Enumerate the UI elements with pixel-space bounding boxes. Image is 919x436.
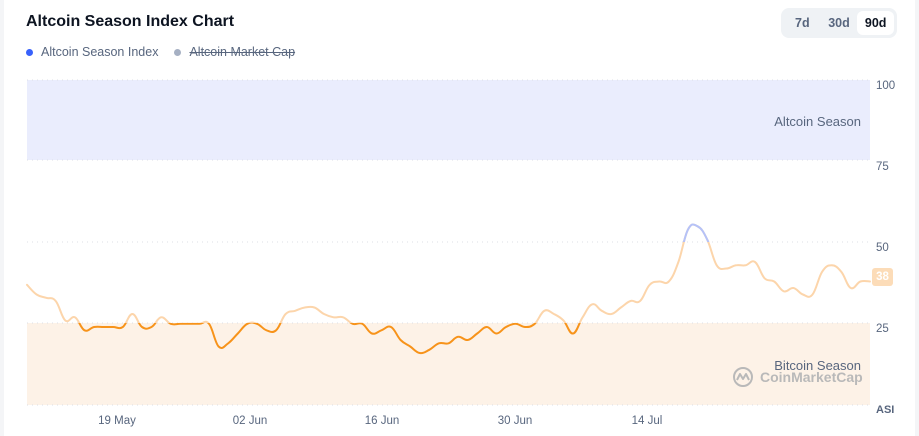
legend-label: Altcoin Market Cap xyxy=(189,45,296,59)
y-tick-75: 75 xyxy=(876,161,889,173)
altcoin-season-label: Altcoin Season xyxy=(774,114,861,129)
time-range-selector: 7d 30d 90d xyxy=(781,8,897,38)
left-border xyxy=(0,0,4,436)
bitcoin-season-zone xyxy=(27,323,870,405)
y-axis-unit-label: ASI xyxy=(876,404,895,416)
watermark-text: CoinMarketCap xyxy=(760,369,863,385)
coinmarketcap-watermark: CoinMarketCap xyxy=(732,366,863,388)
legend-item-altcoin-market-cap[interactable]: Altcoin Market Cap xyxy=(174,45,295,59)
coinmarketcap-logo-icon xyxy=(733,367,753,387)
y-tick-100: 100 xyxy=(876,80,895,92)
gridlines xyxy=(27,79,870,406)
x-tick-16-jun: 16 Jun xyxy=(365,415,400,427)
altcoin-season-zone xyxy=(27,80,870,160)
current-value-badge: 38 xyxy=(872,268,893,286)
legend-dot-icon xyxy=(174,48,182,56)
altcoin-season-index-line xyxy=(26,223,871,355)
x-tick-19-may: 19 May xyxy=(98,415,136,427)
x-tick-14-jul: 14 Jul xyxy=(632,415,663,427)
right-border xyxy=(915,0,919,436)
chart-legend: Altcoin Season Index Altcoin Market Cap xyxy=(26,45,295,59)
legend-dot-icon xyxy=(26,48,33,56)
x-tick-02-jun: 02 Jun xyxy=(233,415,268,427)
x-tick-30-jun: 30 Jun xyxy=(498,415,533,427)
legend-item-altcoin-season-index[interactable]: Altcoin Season Index xyxy=(26,45,158,59)
bitcoin-season-label: Bitcoin Season xyxy=(774,358,861,373)
range-button-7d[interactable]: 7d xyxy=(795,16,810,30)
range-button-30d[interactable]: 30d xyxy=(828,16,850,30)
legend-label: Altcoin Season Index xyxy=(41,45,159,59)
y-tick-25: 25 xyxy=(876,323,889,335)
chart-title: Altcoin Season Index Chart xyxy=(26,13,235,30)
range-button-90d[interactable]: 90d xyxy=(857,11,895,35)
y-tick-50: 50 xyxy=(876,242,889,254)
